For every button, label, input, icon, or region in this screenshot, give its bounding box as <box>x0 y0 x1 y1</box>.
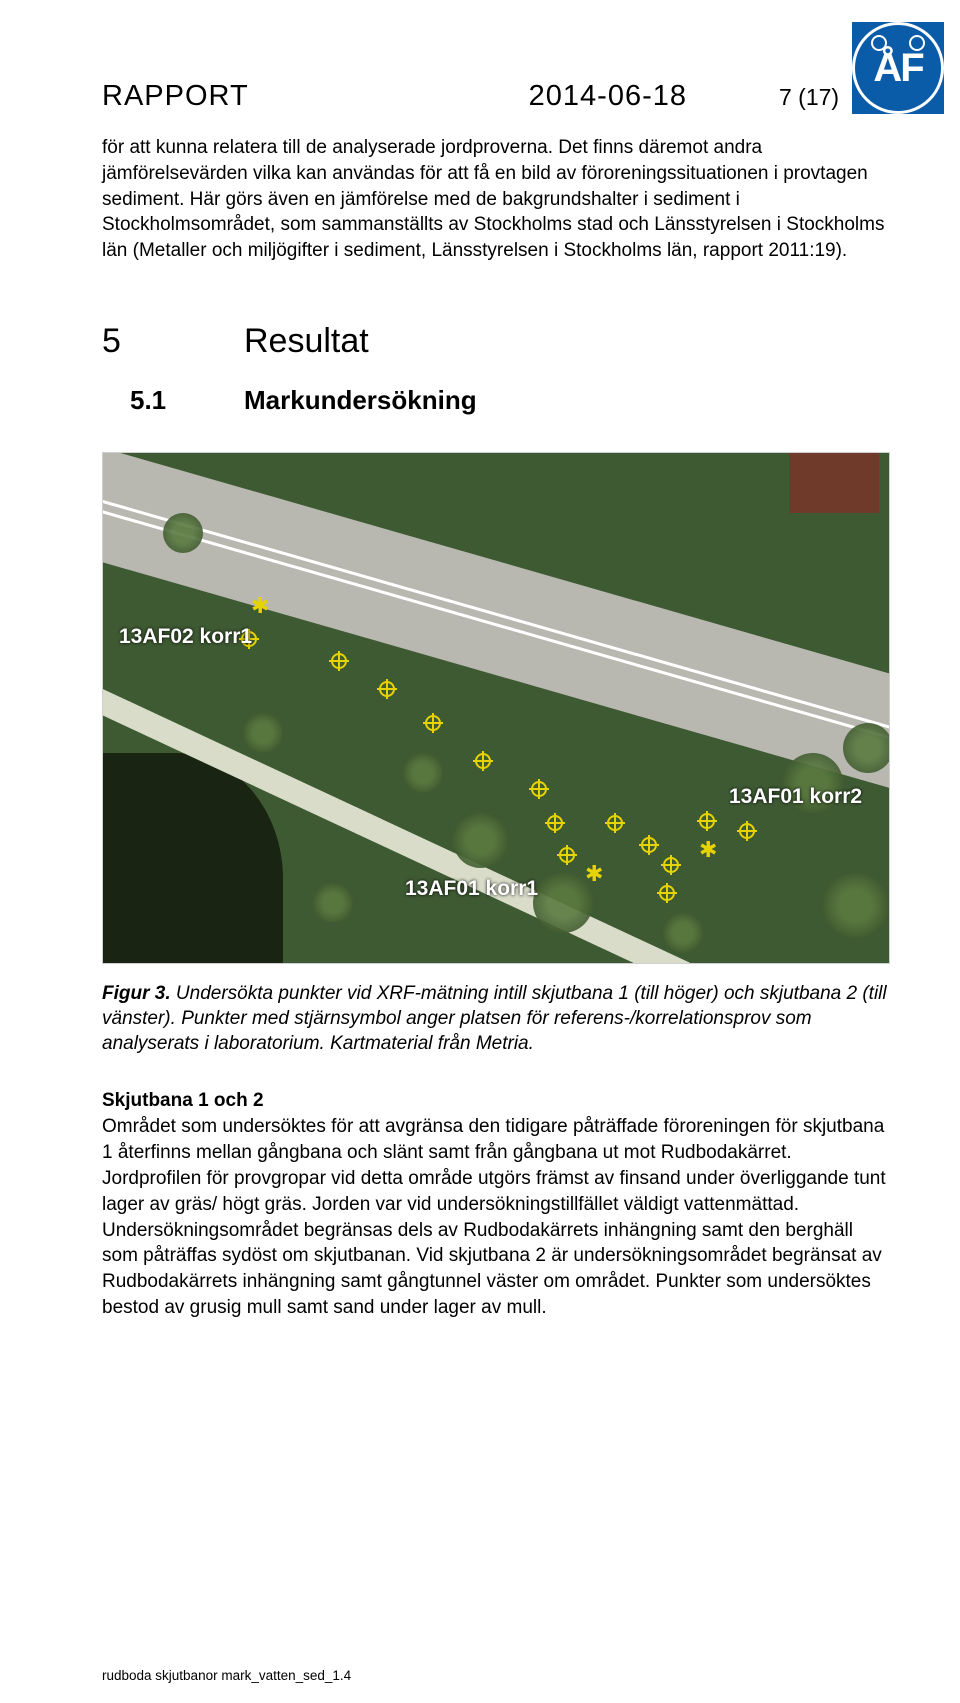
section-number: 5 <box>102 322 244 361</box>
subsection-title: Markundersökning <box>244 385 477 416</box>
section-heading: 5 Resultat <box>102 322 888 361</box>
map-label-13af01-korr1: 13AF01 korr1 <box>405 877 538 901</box>
section-title: Resultat <box>244 322 369 361</box>
figure-caption-lead: Figur 3. <box>102 983 171 1004</box>
map-label-13af02-korr1: 13AF02 korr1 <box>119 625 252 649</box>
subsection-number: 5.1 <box>102 385 244 416</box>
footer-filename: rudboda skjutbanor mark_vatten_sed_1.4 <box>102 1668 351 1683</box>
document-header: RAPPORT 2014-06-18 7 (17) <box>102 80 888 113</box>
map-marker-star: ✱ <box>251 601 263 613</box>
figure-caption-text: Undersökta punkter vid XRF-mätning intil… <box>102 983 887 1053</box>
figure-map: ✱ ✱ ✱ 13AF02 korr1 13AF01 korr1 13AF01 k… <box>102 452 890 964</box>
map-marker-star: ✱ <box>699 845 711 857</box>
figure-caption: Figur 3. Undersökta punkter vid XRF-mätn… <box>102 982 888 1056</box>
aerial-background: ✱ ✱ ✱ 13AF02 korr1 13AF01 korr1 13AF01 k… <box>103 453 889 963</box>
map-marker-star: ✱ <box>585 869 597 881</box>
logo-ring <box>909 35 925 51</box>
subsection-heading: 5.1 Markundersökning <box>102 385 888 416</box>
page-number: 7 (17) <box>779 84 839 111</box>
report-date: 2014-06-18 <box>382 80 687 113</box>
af-logo-text: ÅF <box>852 22 944 114</box>
logo-ring <box>871 35 887 51</box>
map-label-13af01-korr2: 13AF01 korr2 <box>729 785 862 809</box>
report-label: RAPPORT <box>102 80 382 113</box>
skjutbana-heading: Skjutbana 1 och 2 <box>102 1090 888 1112</box>
intro-paragraph: för att kunna relatera till de analysera… <box>102 135 888 264</box>
af-logo: ÅF <box>852 22 944 114</box>
skjutbana-body: Området som undersöktes för att avgränsa… <box>102 1114 888 1321</box>
